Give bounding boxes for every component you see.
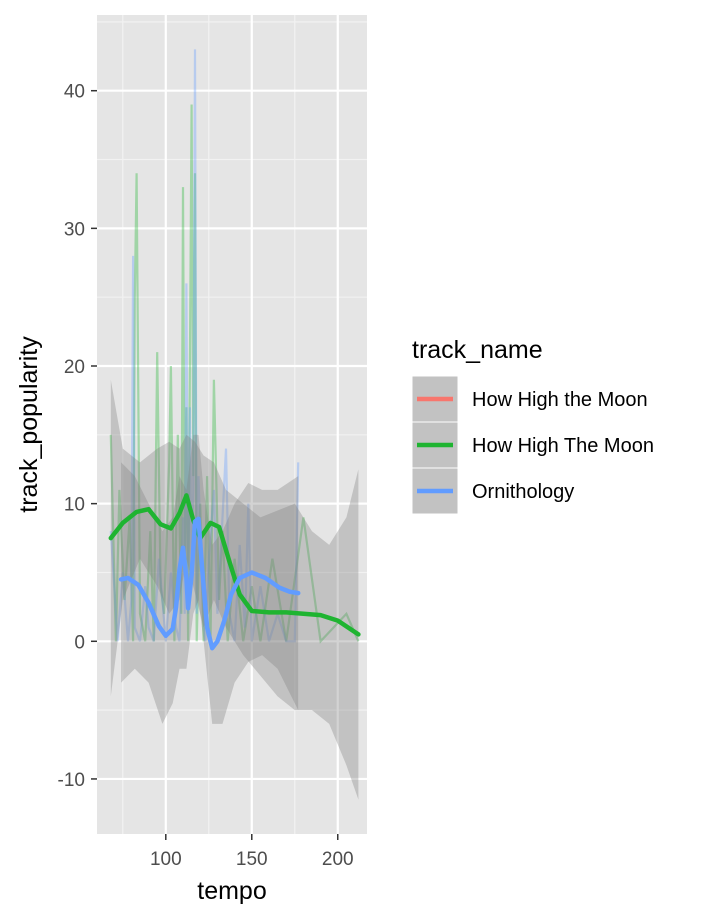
legend-label: How High The Moon bbox=[472, 435, 654, 457]
axis-ticks bbox=[91, 89, 339, 840]
legend: track_name How High the Moon How High The… bbox=[411, 336, 654, 515]
smooth-line-series-1 bbox=[108, 493, 361, 637]
y-tick-label: 40 bbox=[64, 82, 85, 103]
major-gridlines bbox=[97, 15, 367, 834]
raw-line-series-2 bbox=[109, 49, 300, 643]
axis-tick-labels: 100 150 200 -10 0 10 20 30 40 bbox=[58, 82, 354, 870]
minor-gridlines bbox=[97, 15, 367, 834]
smooth-line-series-2 bbox=[118, 516, 301, 651]
legend-title: track_name bbox=[412, 336, 543, 364]
legend-label: Ornithology bbox=[472, 481, 574, 503]
y-tick-label: 0 bbox=[74, 632, 85, 653]
raw-lines-layer bbox=[109, 49, 360, 644]
smooth-lines-layer bbox=[108, 493, 361, 651]
y-tick-label: 10 bbox=[64, 495, 85, 516]
x-axis-title: tempo bbox=[197, 877, 266, 905]
y-tick-label: -10 bbox=[58, 770, 85, 791]
x-tick-label: 200 bbox=[322, 849, 354, 870]
y-axis-title: track_popularity bbox=[15, 336, 43, 513]
x-tick-label: 100 bbox=[150, 849, 182, 870]
y-tick-label: 20 bbox=[64, 357, 85, 378]
confidence-band-series-2 bbox=[121, 434, 299, 724]
raw-line-series-1 bbox=[109, 104, 360, 644]
plot-panel bbox=[97, 15, 367, 834]
x-tick-label: 150 bbox=[236, 849, 268, 870]
legend-label: How High the Moon bbox=[472, 389, 648, 411]
y-tick-label: 30 bbox=[64, 219, 85, 240]
